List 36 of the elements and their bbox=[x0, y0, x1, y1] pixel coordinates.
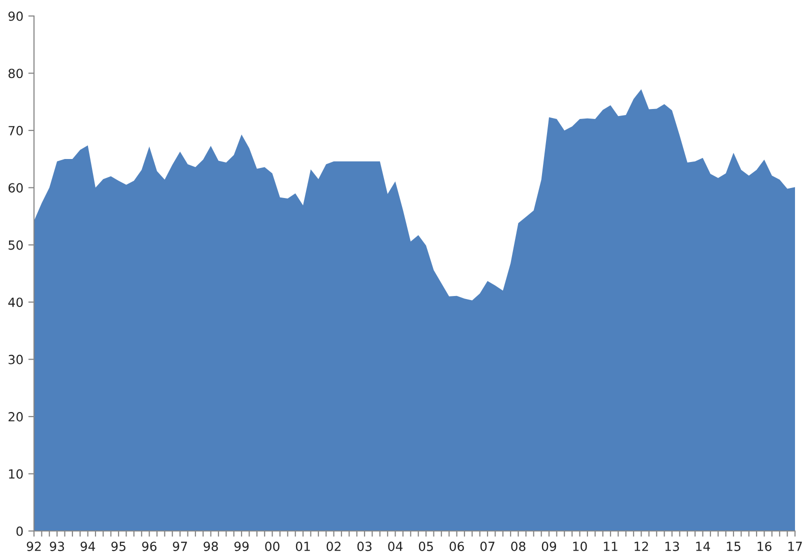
y-tick-label: 0 bbox=[16, 526, 23, 536]
x-tick-label: 01 bbox=[296, 542, 310, 552]
x-tick-label: 04 bbox=[388, 542, 403, 552]
y-tick-label: 90 bbox=[8, 11, 23, 21]
x-tick-label: 15 bbox=[726, 542, 740, 552]
x-tick-label: 99 bbox=[234, 542, 249, 552]
x-tick-label: 11 bbox=[604, 542, 618, 551]
y-tick-label: 40 bbox=[8, 298, 23, 308]
x-tick-label: 16 bbox=[758, 542, 772, 552]
x-tick-label: 95 bbox=[111, 542, 126, 552]
x-tick-label: 12 bbox=[634, 542, 648, 551]
x-tick-label: 00 bbox=[265, 542, 280, 552]
y-tick-label: 20 bbox=[8, 412, 23, 422]
x-tick-label: 13 bbox=[665, 542, 679, 552]
x-tick-label: 97 bbox=[172, 542, 187, 552]
x-tick-label: 07 bbox=[480, 542, 494, 552]
y-tick-label: 30 bbox=[8, 354, 23, 364]
y-tick-label: 50 bbox=[8, 240, 23, 250]
x-tick-label: 14 bbox=[696, 542, 710, 551]
x-tick-label: 02 bbox=[326, 542, 340, 552]
x-tick-label: 93 bbox=[50, 542, 64, 552]
x-tick-label: 94 bbox=[80, 542, 96, 552]
x-tick-label: 03 bbox=[357, 542, 372, 552]
y-tick-label: 70 bbox=[8, 126, 23, 136]
x-tick-label: 17 bbox=[788, 542, 802, 551]
y-tick-label: 60 bbox=[8, 183, 23, 193]
x-tick-label: 05 bbox=[418, 542, 433, 552]
x-tick-label: 98 bbox=[204, 542, 218, 552]
x-tick-label: 06 bbox=[450, 542, 464, 552]
x-tick-label: 96 bbox=[142, 542, 156, 552]
y-tick-label: 80 bbox=[8, 68, 23, 78]
y-tick-label: 10 bbox=[9, 469, 23, 479]
x-tick-label: 10 bbox=[573, 542, 587, 552]
x-tick-label: 08 bbox=[511, 542, 526, 552]
x-tick-label: 92 bbox=[26, 542, 41, 552]
x-tick-label: 09 bbox=[542, 542, 556, 552]
